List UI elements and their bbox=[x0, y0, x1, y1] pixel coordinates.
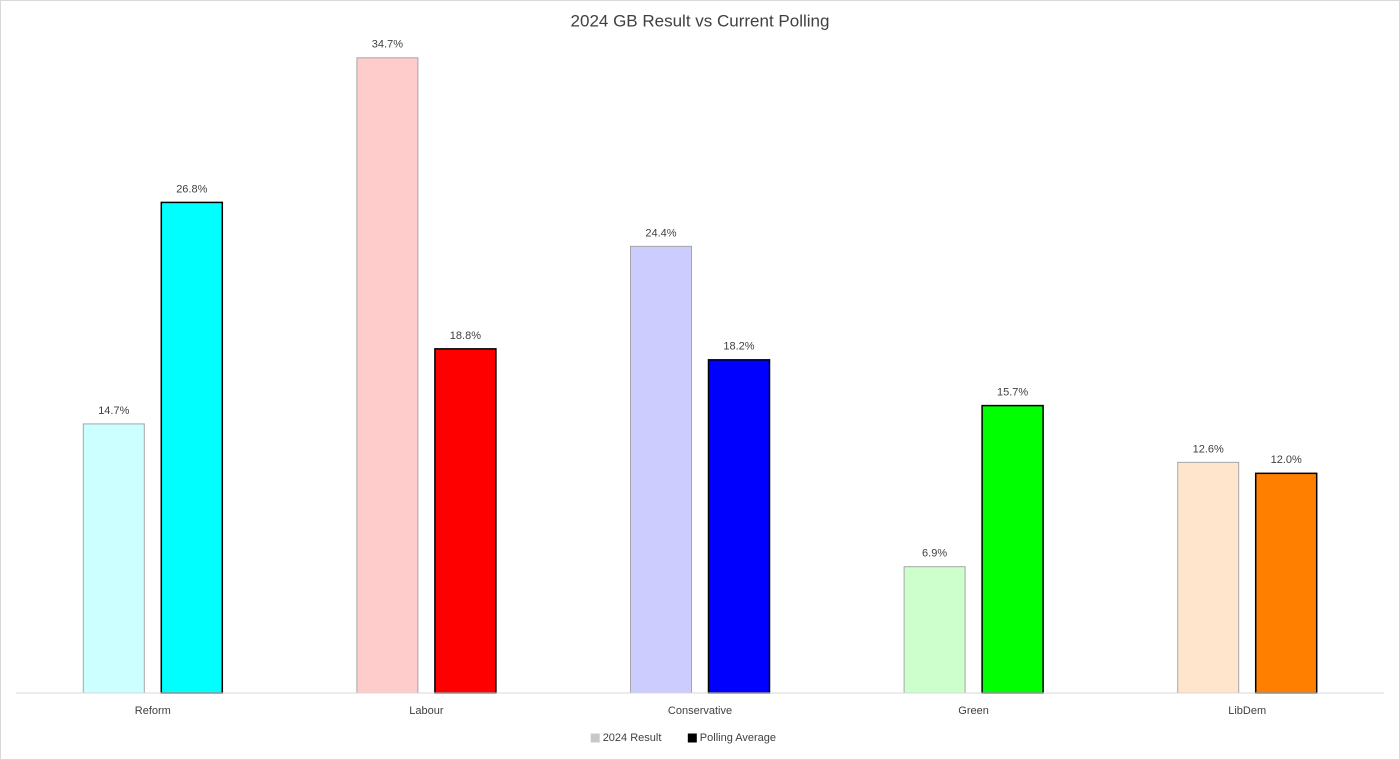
data-label: 15.7% bbox=[997, 387, 1028, 399]
legend-swatch bbox=[687, 733, 697, 743]
x-tick-label: LibDem bbox=[1228, 705, 1266, 717]
data-label: 12.0% bbox=[1271, 454, 1302, 466]
legend-label: Polling Average bbox=[700, 732, 776, 744]
bar bbox=[630, 245, 692, 694]
x-tick-label: Green bbox=[958, 705, 989, 717]
data-label: 24.4% bbox=[645, 227, 676, 239]
bar bbox=[82, 423, 145, 694]
bar bbox=[356, 57, 419, 694]
x-tick-label: Labour bbox=[409, 705, 444, 717]
bar bbox=[160, 201, 224, 694]
data-label: 26.8% bbox=[176, 183, 207, 195]
data-label: 34.7% bbox=[372, 39, 403, 51]
data-label: 18.8% bbox=[450, 330, 481, 342]
bar bbox=[1177, 461, 1240, 694]
x-tick-label: Conservative bbox=[668, 705, 732, 717]
bar bbox=[981, 404, 1044, 694]
x-tick-label: Reform bbox=[135, 705, 171, 717]
bar bbox=[903, 566, 966, 694]
bar bbox=[707, 359, 771, 694]
data-label: 12.6% bbox=[1193, 443, 1224, 455]
bar bbox=[434, 348, 497, 694]
legend-swatch bbox=[590, 733, 600, 743]
chart-title: 2024 GB Result vs Current Polling bbox=[571, 11, 830, 30]
bar bbox=[1254, 472, 1318, 694]
data-label: 18.2% bbox=[723, 341, 754, 353]
legend-label: 2024 Result bbox=[603, 732, 662, 744]
data-label: 14.7% bbox=[98, 405, 129, 417]
data-label: 6.9% bbox=[922, 548, 947, 560]
